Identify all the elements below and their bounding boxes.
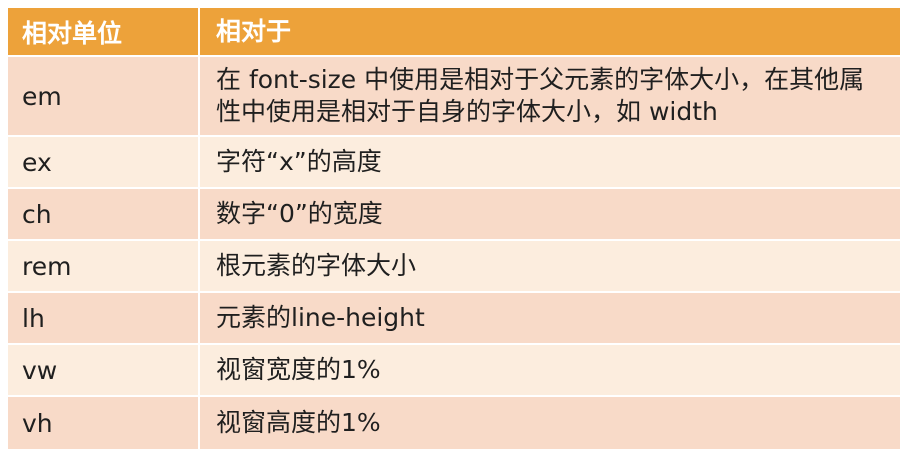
header-relative-to: 相对于 bbox=[216, 16, 292, 46]
table-header-row: 相对单位 相对于 bbox=[8, 8, 900, 57]
description-cell: 视窗宽度的1% bbox=[216, 355, 381, 384]
unit-cell: lh bbox=[8, 293, 200, 343]
table-row: vw 视窗宽度的1% bbox=[8, 345, 900, 397]
unit-cell: vw bbox=[8, 345, 200, 395]
table-row: rem 根元素的字体大小 bbox=[8, 241, 900, 293]
description-cell: 在 font-size 中使用是相对于父元素的字体大小，在其他属性中使用是相对于… bbox=[216, 65, 865, 126]
table-row: lh 元素的line-height bbox=[8, 293, 900, 345]
description-cell: 字符“x”的高度 bbox=[216, 147, 382, 176]
unit-cell: vh bbox=[8, 397, 200, 449]
unit-cell: rem bbox=[8, 241, 200, 291]
unit-cell: ch bbox=[8, 189, 200, 239]
css-units-table: 相对单位 相对于 em 在 font-size 中使用是相对于父元素的字体大小，… bbox=[8, 8, 900, 449]
table-row: ch 数字“0”的宽度 bbox=[8, 189, 900, 241]
table-row: em 在 font-size 中使用是相对于父元素的字体大小，在其他属性中使用是… bbox=[8, 57, 900, 137]
description-cell: 数字“0”的宽度 bbox=[216, 199, 383, 228]
unit-cell: ex bbox=[8, 137, 200, 187]
unit-cell: em bbox=[8, 57, 200, 135]
header-unit: 相对单位 bbox=[8, 8, 200, 55]
description-cell: 视窗高度的1% bbox=[216, 408, 381, 437]
table-row: vh 视窗高度的1% bbox=[8, 397, 900, 449]
description-cell: 元素的line-height bbox=[216, 303, 425, 332]
table-row: ex 字符“x”的高度 bbox=[8, 137, 900, 189]
description-cell: 根元素的字体大小 bbox=[216, 251, 417, 280]
